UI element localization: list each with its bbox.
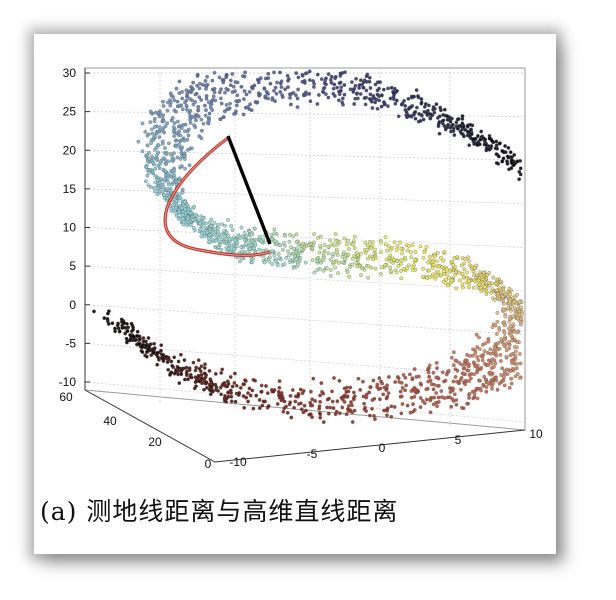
z-tick-label: 0 [69,298,76,312]
plot-box [84,67,526,463]
figure-caption: (a) 测地线距离与高维直线距离 [40,497,399,526]
x-tick-label: 10 [529,427,543,441]
z-axis-ticks: 30 25 20 15 10 5 0 -5 -10 [59,66,90,389]
figure-card [34,34,556,554]
z-tick-label: 10 [63,221,77,235]
y-tick-label: 20 [148,435,162,449]
x-tick-label: 0 [379,441,386,455]
y-tick-label: 60 [59,390,73,404]
z-tick-label: 25 [63,105,77,119]
x-axis-ticks: -10 -5 0 5 10 [229,427,543,469]
scatter-points [92,69,524,424]
z-tick-label: 5 [69,259,76,273]
y-tick-label: 0 [205,457,212,471]
straight-line [226,135,272,245]
x-tick-label: -10 [229,455,247,469]
grid-lines [84,68,526,428]
z-tick-label: -10 [59,375,77,389]
x-tick-label: -5 [307,447,318,461]
z-tick-label: -5 [65,336,76,350]
x-tick-label: 5 [455,433,462,447]
z-tick-label: 20 [63,143,77,157]
y-axis-ticks: 60 40 20 0 [59,390,211,471]
z-tick-label: 30 [63,66,77,80]
y-tick-label: 40 [103,414,117,428]
z-tick-label: 15 [63,182,77,196]
